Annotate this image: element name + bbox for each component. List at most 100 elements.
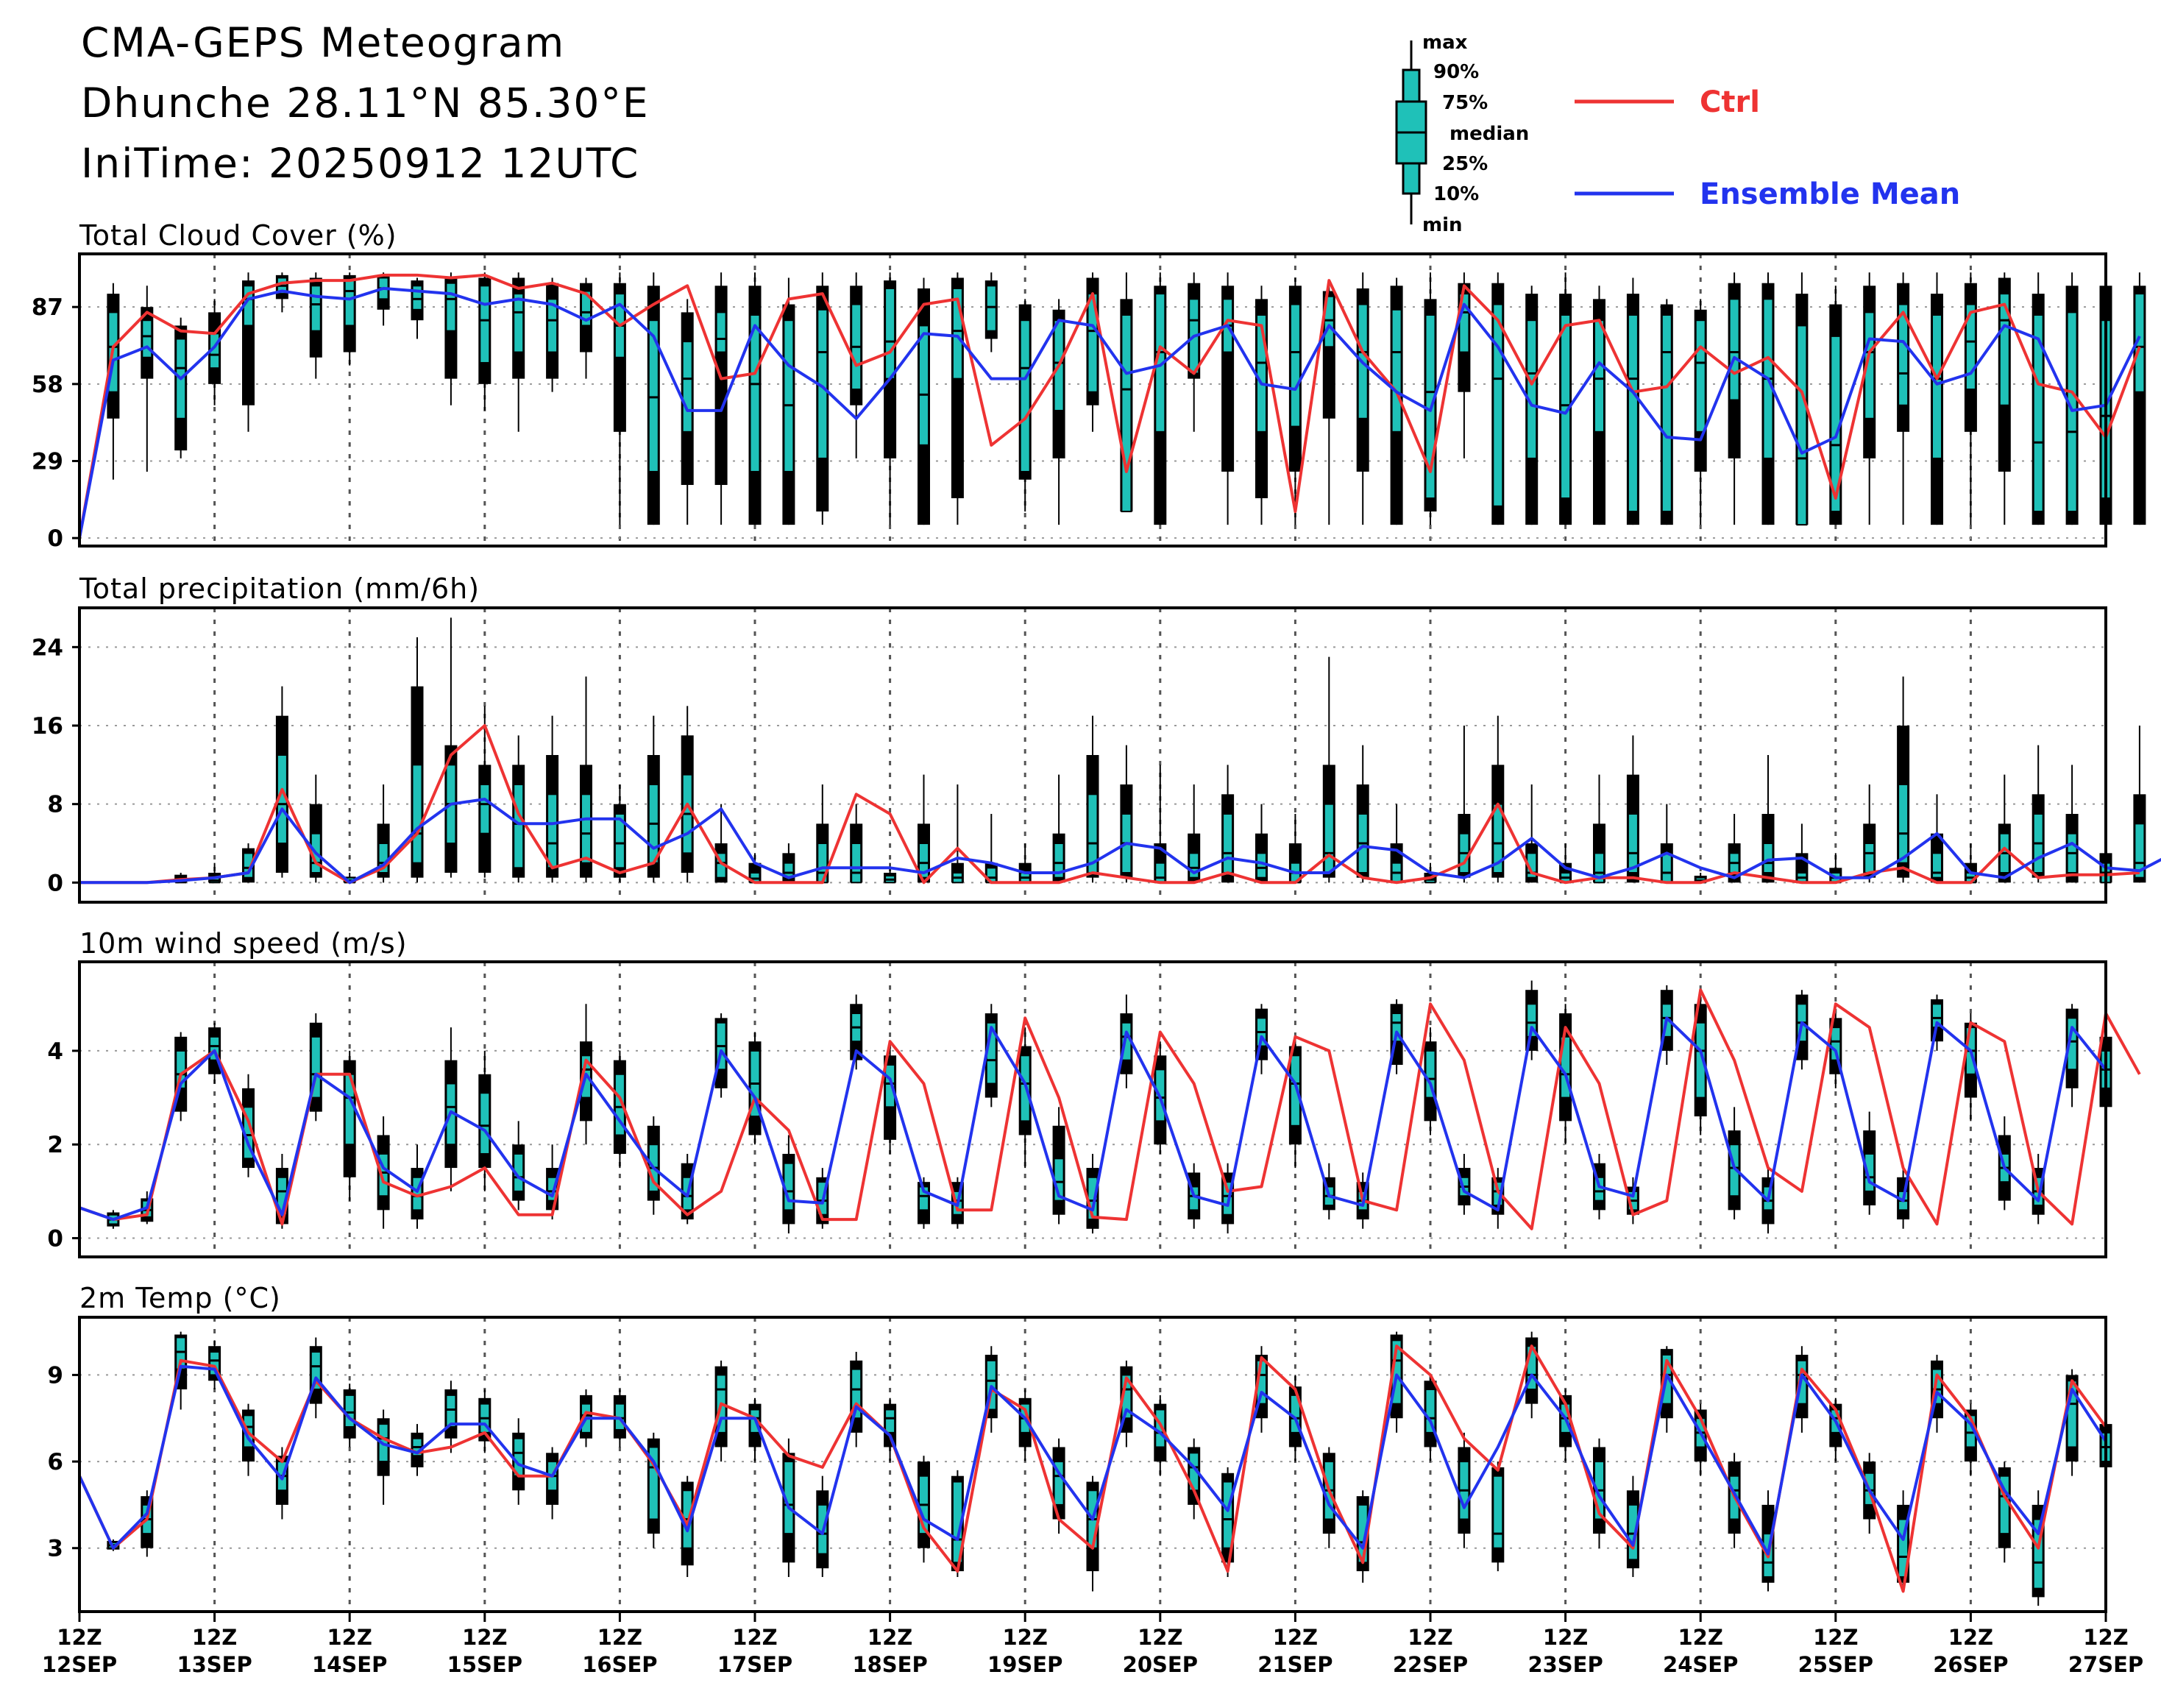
ytick-label: 6 bbox=[47, 1449, 63, 1475]
box-iqr bbox=[513, 293, 525, 353]
box-iqr bbox=[1053, 1461, 1065, 1506]
xtick-label-date: 26SEP bbox=[1933, 1652, 2008, 1677]
box-iqr bbox=[1154, 862, 1166, 884]
box-iqr bbox=[1695, 1021, 1706, 1099]
legend-mean-label: Ensemble Mean bbox=[1700, 177, 1960, 211]
box-iqr bbox=[1289, 1055, 1301, 1127]
box-iqr bbox=[2134, 823, 2146, 879]
xtick-label-date: 25SEP bbox=[1798, 1652, 1873, 1677]
xtick-label-date: 16SEP bbox=[582, 1652, 657, 1677]
box-iqr bbox=[1728, 298, 1740, 401]
box-iqr bbox=[1931, 314, 1942, 459]
box-iqr bbox=[1661, 314, 1672, 513]
xtick-label-hour: 12Z bbox=[57, 1625, 102, 1650]
box-iqr bbox=[1695, 319, 1706, 433]
xtick-label-date: 24SEP bbox=[1663, 1652, 1738, 1677]
box-iqr bbox=[2032, 314, 2044, 513]
box-iqr bbox=[445, 282, 457, 332]
box-iqr bbox=[1830, 1027, 1842, 1061]
box-iqr bbox=[547, 793, 558, 869]
xtick-label-date: 18SEP bbox=[852, 1652, 927, 1677]
box-iqr bbox=[445, 1394, 457, 1428]
box-iqr bbox=[1222, 813, 1234, 874]
xtick-label-hour: 12Z bbox=[192, 1625, 237, 1650]
xtick-label-hour: 12Z bbox=[1948, 1625, 1993, 1650]
box-iqr bbox=[1627, 813, 1639, 874]
box-iqr bbox=[479, 1092, 491, 1155]
box-iqr bbox=[547, 298, 558, 353]
xtick-label-hour: 12Z bbox=[1543, 1625, 1588, 1650]
box-iqr bbox=[1424, 1389, 1436, 1434]
box-iqr bbox=[884, 287, 896, 380]
box-iqr bbox=[1998, 293, 2010, 406]
ytick-label: 4 bbox=[47, 1038, 63, 1065]
box-iqr bbox=[1019, 319, 1031, 472]
box-iqr bbox=[851, 843, 862, 884]
mean-line-1 bbox=[79, 798, 2161, 885]
ytick-label: 0 bbox=[47, 1226, 63, 1252]
box-iqr bbox=[581, 793, 592, 864]
box-iqr bbox=[1492, 1475, 1504, 1549]
box-iqr bbox=[749, 314, 761, 472]
xtick-label-hour: 12Z bbox=[1273, 1625, 1318, 1650]
ytick-label: 9 bbox=[47, 1362, 63, 1389]
mean-line-0 bbox=[78, 286, 2141, 539]
box-iqr bbox=[1864, 843, 1876, 874]
box-iqr bbox=[1931, 852, 1942, 879]
ytick-label: 0 bbox=[47, 870, 63, 896]
box-iqr bbox=[918, 325, 929, 446]
mean-line-3 bbox=[78, 1364, 2107, 1556]
ctrl-line-2 bbox=[79, 988, 2141, 1230]
box-iqr bbox=[310, 285, 322, 332]
ytick-label: 0 bbox=[47, 525, 63, 552]
location-label: Dhunche 28.11°N 85.30°E bbox=[81, 79, 650, 127]
box-iqr bbox=[918, 843, 929, 879]
box-iqr bbox=[614, 813, 625, 869]
legend-box-label: 90% bbox=[1433, 61, 1479, 83]
box-iqr bbox=[1627, 314, 1639, 513]
xtick-label-hour: 12Z bbox=[327, 1625, 372, 1650]
legend-box-label: max bbox=[1422, 32, 1468, 54]
ytick-label: 29 bbox=[32, 449, 63, 475]
xtick-label-date: 12SEP bbox=[42, 1652, 117, 1677]
xtick-label-date: 21SEP bbox=[1257, 1652, 1333, 1677]
ytick-label: 8 bbox=[47, 792, 63, 818]
xtick-label-hour: 12Z bbox=[867, 1625, 912, 1650]
xtick-label-date: 22SEP bbox=[1393, 1652, 1468, 1677]
box-iqr bbox=[647, 319, 659, 472]
box-iqr bbox=[513, 784, 525, 869]
box-iqr bbox=[681, 341, 693, 433]
box-iqr bbox=[1289, 303, 1301, 428]
panel-title-0: Total Cloud Cover (%) bbox=[79, 219, 397, 252]
legend-box-label: min bbox=[1422, 214, 1463, 236]
legend-box-label: 10% bbox=[1433, 183, 1479, 205]
box-iqr bbox=[715, 311, 727, 353]
panel-frame-0 bbox=[78, 252, 2107, 548]
ytick-label: 24 bbox=[32, 634, 63, 661]
box-iqr bbox=[479, 285, 491, 364]
legend-ctrl-label: Ctrl bbox=[1700, 85, 1760, 119]
xtick-label-date: 27SEP bbox=[2068, 1652, 2143, 1677]
xtick-label-hour: 12Z bbox=[732, 1625, 777, 1650]
box-iqr bbox=[985, 285, 997, 332]
mean-line-2 bbox=[79, 1016, 2107, 1222]
xtick-label-date: 13SEP bbox=[177, 1652, 252, 1677]
panel-frame-1 bbox=[78, 606, 2107, 904]
legend-box-label: 25% bbox=[1442, 153, 1488, 175]
xtick-label-date: 14SEP bbox=[312, 1652, 387, 1677]
xtick-label-hour: 12Z bbox=[1003, 1625, 1048, 1650]
box-iqr bbox=[1796, 325, 1808, 526]
xtick-label-hour: 12Z bbox=[1678, 1625, 1723, 1650]
panel-title-3: 2m Temp (°C) bbox=[79, 1282, 281, 1314]
box-iqr bbox=[1053, 843, 1065, 879]
box-iqr bbox=[1121, 314, 1132, 513]
ytick-label: 16 bbox=[32, 713, 63, 740]
legend-box-label: median bbox=[1449, 123, 1529, 145]
box-iqr bbox=[1391, 308, 1402, 433]
box-iqr bbox=[344, 280, 355, 327]
ctrl-line-0 bbox=[78, 273, 2141, 539]
box-iqr bbox=[1898, 303, 1909, 406]
panel-frame-2 bbox=[78, 960, 2107, 1258]
box-iqr bbox=[479, 784, 491, 834]
